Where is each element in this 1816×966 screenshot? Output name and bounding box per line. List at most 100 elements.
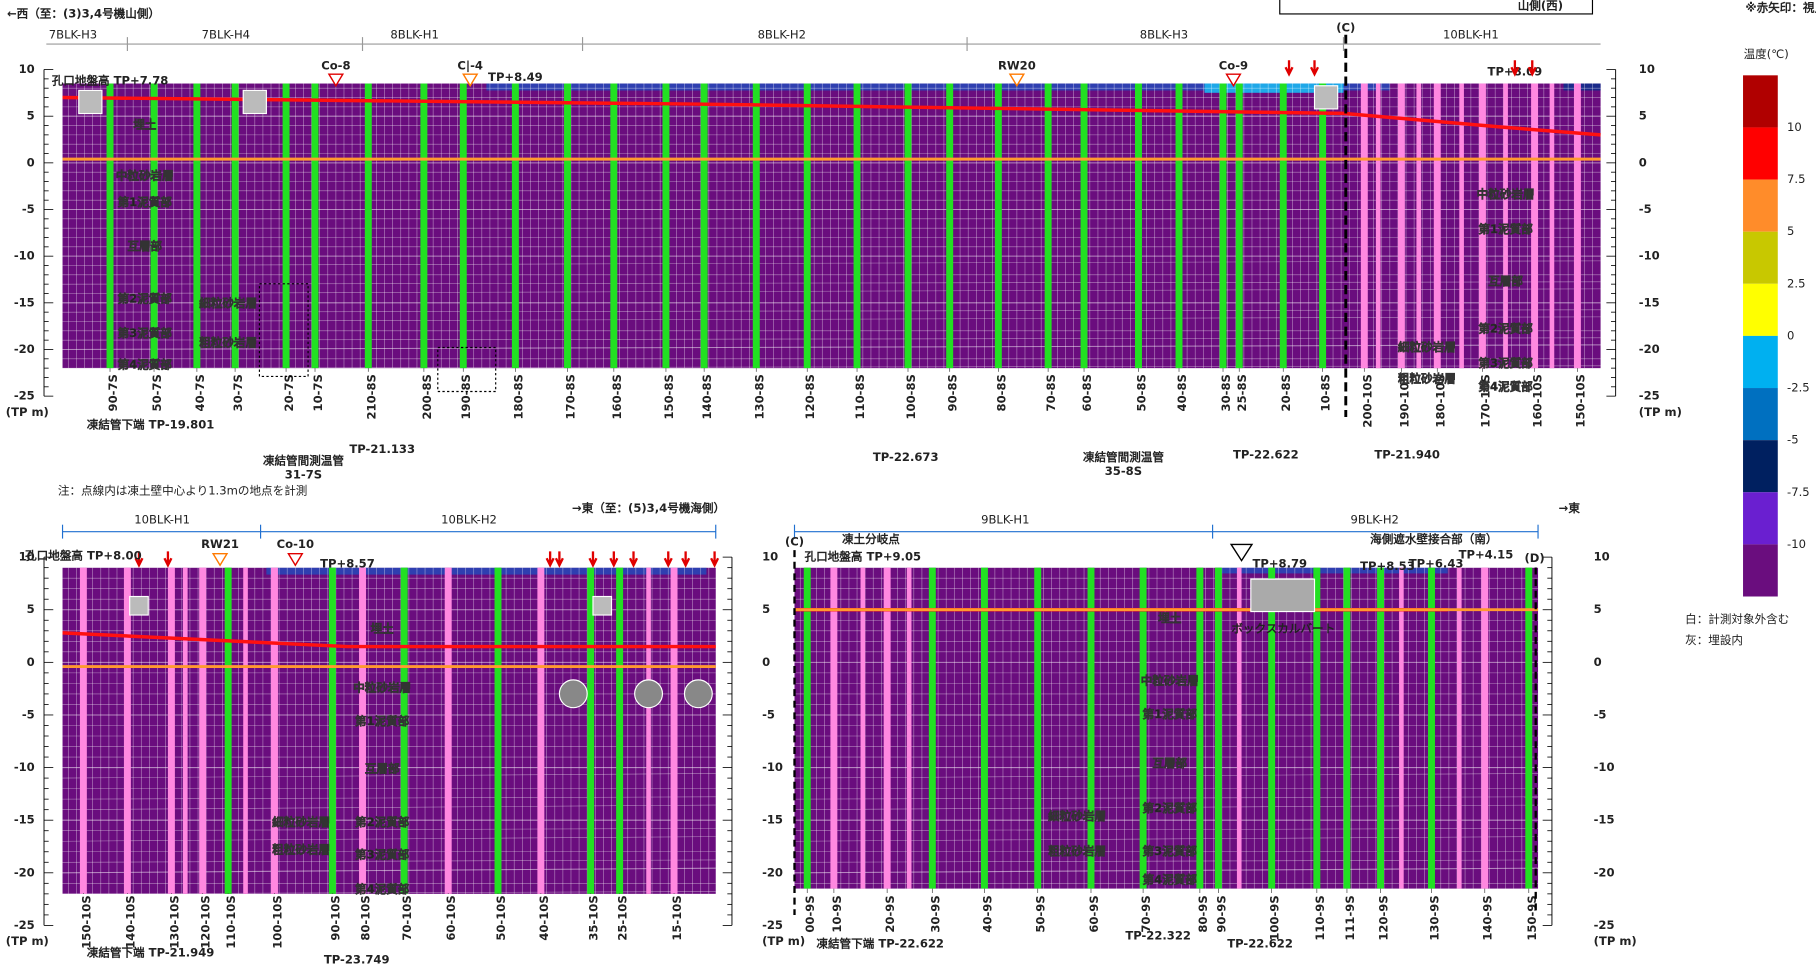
structure xyxy=(130,597,149,616)
axis-unit: (TP m) xyxy=(1639,405,1682,419)
measure-stripe xyxy=(564,84,571,369)
pipe-label: 111-9S xyxy=(1343,895,1357,940)
strata-label: 第2泥質部 xyxy=(1478,321,1533,335)
strata-label: 細粒砂岩層 xyxy=(272,815,330,829)
axis-label: -5 xyxy=(1594,707,1607,721)
measure-stripe xyxy=(1481,568,1488,889)
measure-stripe xyxy=(199,568,206,894)
measure-stripe xyxy=(1220,84,1227,369)
measure-stripe xyxy=(1268,568,1275,889)
structure xyxy=(1315,86,1338,109)
structure-label: 海側遮水壁接合部（南） xyxy=(1370,532,1497,546)
measure-stripe xyxy=(995,84,1002,369)
direction-label: →東 xyxy=(1559,501,1581,515)
axis-label: 5 xyxy=(1594,602,1602,616)
pipe-label: 90-9S xyxy=(1214,895,1228,932)
axis-label: 5 xyxy=(27,109,35,123)
pipe-label: 40-7S xyxy=(193,374,207,411)
measure-stripe xyxy=(365,84,372,369)
page: ←西（至：(3)3,4号機山側）山側(西)※赤矢印：視点方向90-7S50-7S… xyxy=(0,0,1816,966)
measure-stripe xyxy=(753,84,760,369)
arrow-note: ※赤矢印：視点方向 xyxy=(1745,1,1816,15)
axis-label: -20 xyxy=(14,342,35,356)
pipe-label: 40-8S xyxy=(1175,374,1189,411)
measure-stripe xyxy=(701,84,708,369)
measure-stripe xyxy=(1550,84,1555,369)
strata-label: 第1泥質部 xyxy=(118,195,173,209)
legend-tick: 5 xyxy=(1787,224,1794,238)
measure-stripe xyxy=(662,84,669,369)
strata-label: 埋土 xyxy=(371,621,395,635)
strata-label: 中粒砂岩層 xyxy=(1477,187,1535,201)
structure xyxy=(1251,579,1315,611)
measure-stripe xyxy=(537,568,544,894)
block-label: 8BLK-H3 xyxy=(1140,27,1188,41)
pipe-label: 25-10S xyxy=(616,895,630,940)
measure-stripe xyxy=(616,568,623,894)
annotation: TP-22.673 xyxy=(873,450,939,464)
measure-stripe xyxy=(1525,568,1532,889)
pipe-label: 130-10S xyxy=(167,895,181,948)
block-label: 9BLK-H2 xyxy=(1351,513,1399,527)
pipe-label: 140-8S xyxy=(700,374,714,419)
measure-stripe xyxy=(804,568,811,889)
axis-label: -15 xyxy=(14,295,35,309)
axis-label: -25 xyxy=(14,918,35,932)
axis-label: -10 xyxy=(1639,249,1660,263)
structure xyxy=(79,90,102,113)
legend-tick: -10 xyxy=(1787,537,1806,551)
strata-label: 第3泥質部 xyxy=(1143,844,1198,858)
pipe-label: 200-10S xyxy=(1360,374,1374,427)
axis-label: 5 xyxy=(1639,109,1647,123)
axis-label: -20 xyxy=(1594,865,1615,879)
measure-stripe xyxy=(495,568,502,894)
marker-label: RW20 xyxy=(998,59,1036,73)
pipe-label: 80-10S xyxy=(358,895,372,940)
measure-stripe xyxy=(243,568,248,894)
pipe-label: 20-8S xyxy=(1279,374,1293,411)
pipe-label: 180-8S xyxy=(511,374,525,419)
pipe-section xyxy=(684,680,712,708)
pipe-label: 110-10S xyxy=(224,895,238,948)
measure-stripe xyxy=(1140,568,1147,889)
axis-label: 10 xyxy=(1594,550,1610,564)
pipe-label: 130-9S xyxy=(1427,895,1441,940)
annotation: TP-22.322 xyxy=(1125,928,1191,942)
measure-stripe xyxy=(804,84,811,369)
colorbar xyxy=(1743,75,1778,596)
legend-tick: 10 xyxy=(1787,120,1802,134)
tp-label: TP+4.15 xyxy=(1459,547,1514,561)
measure-stripe xyxy=(1319,84,1326,369)
measure-stripe xyxy=(1236,84,1243,369)
annotation: 凍結管下端 TP-21.949 xyxy=(87,946,215,960)
strata-label: 細粒砂岩層 xyxy=(1398,340,1456,354)
legend-note: 白：計測対象外含む xyxy=(1685,612,1789,626)
structure-label: 凍土分岐点 xyxy=(842,532,900,546)
block-label: 9BLK-H1 xyxy=(981,513,1029,527)
pipe-label: 10-8S xyxy=(1319,374,1333,411)
strata-label: 中粒砂岩層 xyxy=(116,169,174,183)
measure-stripe xyxy=(1081,84,1088,369)
legend-box-text: 山側(西) xyxy=(1518,0,1563,12)
pipe-label: 50-7S xyxy=(150,374,164,411)
strata-label: 互層部 xyxy=(1488,274,1523,288)
pipe-label: 200-8S xyxy=(420,374,434,419)
measure-stripe xyxy=(445,568,452,894)
axis-label: -20 xyxy=(14,865,35,879)
pipe-label: 100-8S xyxy=(904,374,918,419)
pipe-label: 90-7S xyxy=(106,374,120,411)
measure-stripe xyxy=(1416,84,1421,369)
pipe-label: 20-7S xyxy=(282,374,296,411)
axis-label: -5 xyxy=(762,707,775,721)
tp-label: TP+8.49 xyxy=(488,70,543,84)
note: 注：点線内は凍土壁中心より1.3mの地点を計測 xyxy=(58,484,307,498)
pipe-label: 120-9S xyxy=(1377,895,1391,940)
legend-tick: 7.5 xyxy=(1787,172,1805,186)
pipe-label: 130-8S xyxy=(752,374,766,419)
axis-label: 10 xyxy=(1639,62,1655,76)
strata-label: 第2泥質部 xyxy=(1143,801,1198,815)
measure-stripe xyxy=(830,568,837,889)
tp-label: 孔口地盤高 TP+8.00 xyxy=(25,548,142,562)
measure-stripe xyxy=(1428,568,1435,889)
axis-label: -10 xyxy=(1594,760,1615,774)
